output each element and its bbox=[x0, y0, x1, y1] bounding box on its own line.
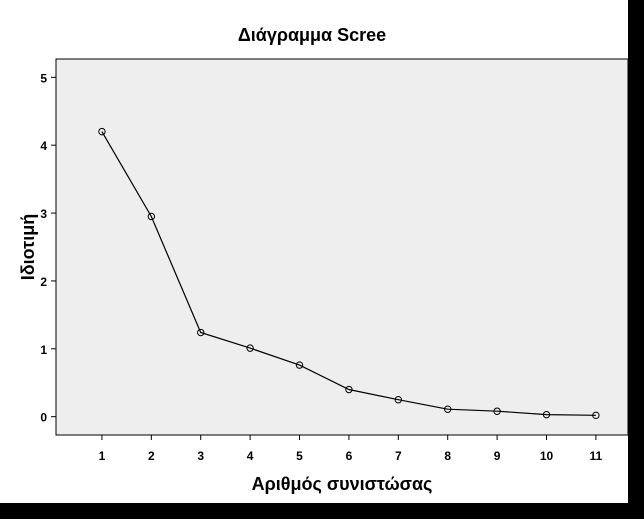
x-tick-label: 7 bbox=[395, 449, 402, 463]
data-point bbox=[444, 405, 452, 413]
y-tick-label: 2 bbox=[40, 275, 47, 289]
y-tick-label: 3 bbox=[40, 207, 47, 221]
data-point bbox=[493, 407, 501, 415]
x-axis: 1 2 3 4 5 6 7 8 9 10 11 bbox=[99, 435, 603, 463]
chart-title: Διάγραμμα Scree bbox=[238, 25, 386, 45]
data-point bbox=[147, 212, 156, 221]
plot-area bbox=[55, 58, 628, 436]
x-axis-title: Αριθμός συνιστώσας bbox=[252, 474, 433, 494]
y-tick-label: 4 bbox=[40, 139, 47, 153]
series-eigenvalues bbox=[98, 127, 600, 420]
data-point bbox=[295, 361, 304, 369]
data-point bbox=[542, 410, 551, 419]
x-tick-label: 1 bbox=[99, 449, 106, 463]
y-axis: 0 1 2 3 4 5 bbox=[40, 71, 56, 425]
x-tick-label: 6 bbox=[346, 449, 353, 463]
x-tick-label: 8 bbox=[444, 449, 451, 463]
data-point bbox=[394, 396, 403, 404]
series-line bbox=[101, 131, 596, 416]
x-tick-label: 11 bbox=[590, 449, 603, 463]
data-point bbox=[197, 328, 205, 337]
x-tick-label: 4 bbox=[247, 449, 254, 463]
scree-plot: Διάγραμμα Scree 0 1 2 3 4 5 1 2 3 4 5 6 7 8 9 10 11 Αρι… bbox=[18, 25, 628, 494]
x-tick-label: 5 bbox=[296, 449, 303, 463]
x-tick-label: 2 bbox=[148, 449, 155, 463]
x-tick-label: 9 bbox=[494, 449, 501, 463]
data-point bbox=[592, 411, 600, 420]
data-point bbox=[246, 344, 254, 352]
x-tick-label: 10 bbox=[540, 449, 554, 463]
y-tick-label: 1 bbox=[40, 343, 47, 357]
y-axis-title: Ιδιοτιμή bbox=[18, 214, 38, 280]
x-tick-label: 3 bbox=[197, 449, 204, 463]
chart-figure: Διάγραμμα Scree 0 1 2 3 4 5 1 2 3 4 5 6 7 8 9 10 11 Αρι… bbox=[0, 0, 628, 503]
data-point bbox=[345, 385, 353, 394]
data-point bbox=[98, 127, 106, 136]
y-tick-label: 5 bbox=[40, 71, 47, 85]
y-tick-label: 0 bbox=[40, 411, 47, 425]
